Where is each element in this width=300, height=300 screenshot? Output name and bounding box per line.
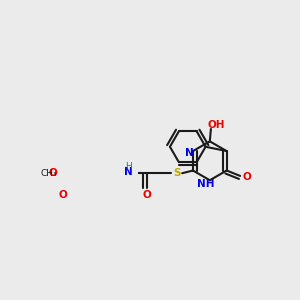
Text: OH: OH — [208, 120, 225, 130]
Text: N: N — [124, 167, 133, 177]
Text: S: S — [173, 168, 181, 178]
Text: NH: NH — [197, 179, 214, 189]
Text: O: O — [242, 172, 251, 182]
Text: H: H — [125, 162, 132, 171]
Text: O: O — [142, 190, 151, 200]
Text: N: N — [185, 148, 194, 158]
Text: CH₃: CH₃ — [41, 169, 57, 178]
Text: O: O — [59, 190, 68, 200]
Text: O: O — [48, 168, 57, 178]
